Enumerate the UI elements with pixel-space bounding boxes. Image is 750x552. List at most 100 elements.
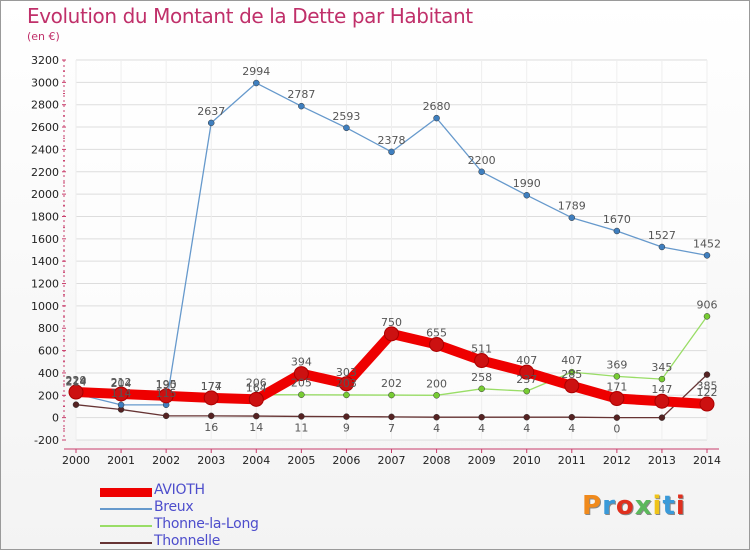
data-label-thonnelle: 4: [478, 422, 485, 435]
data-point-thonne-la-long: [658, 375, 666, 383]
x-tick-label: 2003: [197, 454, 225, 467]
data-label-thonne-la-long: 345: [651, 361, 672, 374]
x-tick-label: 2013: [648, 454, 676, 467]
data-point-avioth: [68, 384, 84, 400]
data-point-breux: [613, 227, 621, 235]
data-point-breux: [478, 168, 485, 176]
data-point-breux: [253, 79, 260, 87]
data-point-avioth: [248, 391, 264, 407]
data-label-avioth: 407: [516, 354, 537, 367]
y-tick-label: 2400: [31, 143, 59, 156]
data-label-thonne-la-long: 202: [381, 377, 402, 390]
legend-swatch: [100, 525, 152, 527]
chart-title: Evolution du Montant de la Dette par Hab…: [27, 4, 473, 28]
data-label-thonnelle: 385: [697, 380, 718, 393]
data-label-avioth: 750: [381, 316, 402, 329]
data-label-thonne-la-long: 237: [516, 373, 537, 386]
data-label-avioth: 229: [66, 374, 87, 387]
data-point-breux: [117, 401, 125, 409]
data-label-thonnelle: 11: [294, 421, 308, 434]
data-label-thonnelle: 4: [433, 422, 440, 435]
y-tick-label: 0: [52, 412, 59, 425]
data-label-thonne-la-long: 224: [66, 375, 87, 388]
data-point-thonne-la-long: [388, 391, 395, 399]
data-label-avioth: 303: [336, 366, 357, 379]
x-tick-label: 2014: [693, 454, 721, 467]
data-label-breux: 2200: [468, 154, 496, 167]
legend-label: Thonne-la-Long: [154, 516, 259, 532]
data-label-avioth: 147: [651, 383, 672, 396]
data-label-thonnelle: 4: [523, 422, 530, 435]
data-point-breux: [523, 191, 530, 199]
x-tick-label: 2012: [603, 454, 631, 467]
data-point-breux: [207, 119, 215, 127]
data-point-thonnelle: [72, 401, 80, 408]
data-label-thonnelle: 0: [613, 423, 620, 436]
data-point-thonnelle: [433, 413, 440, 421]
data-point-thonnelle: [658, 414, 666, 421]
data-point-thonnelle: [253, 412, 260, 420]
data-label-thonne-la-long: 204: [111, 377, 132, 390]
y-tick-label: 1200: [31, 278, 59, 291]
data-point-avioth: [519, 364, 535, 380]
data-point-thonne-la-long: [343, 391, 350, 399]
y-tick-label: 2200: [31, 166, 59, 179]
data-label-avioth: 122: [697, 386, 718, 399]
data-point-thonne-la-long: [478, 385, 485, 393]
data-point-thonnelle: [388, 413, 395, 421]
data-point-thonnelle: [613, 414, 621, 421]
y-tick-label: 1600: [31, 233, 59, 246]
x-tick-label: 2004: [242, 454, 270, 467]
y-tick-label: 2800: [31, 99, 59, 112]
data-point-avioth: [113, 386, 129, 402]
data-label-breux: 2378: [378, 134, 406, 147]
data-label-breux: 114: [111, 387, 132, 400]
data-point-avioth: [338, 376, 354, 392]
data-label-thonne-la-long: 369: [606, 358, 627, 371]
data-label-breux: 1527: [648, 229, 676, 242]
data-point-avioth: [429, 336, 445, 352]
y-tick-label: 200: [38, 389, 59, 402]
data-label-thonnelle: 9: [343, 422, 350, 435]
data-label-breux: 2994: [242, 65, 270, 78]
data-label-thonnelle: 4: [568, 422, 575, 435]
data-point-breux: [298, 102, 305, 110]
y-tick-label: 1000: [31, 300, 59, 313]
data-label-breux: 2787: [287, 88, 315, 101]
data-point-thonnelle: [703, 371, 711, 378]
y-tick-label: 600: [38, 345, 59, 358]
data-label-thonnelle: 16: [204, 421, 218, 434]
data-point-avioth: [384, 326, 399, 342]
data-label-avioth: 394: [291, 356, 312, 369]
data-point-avioth: [474, 353, 490, 369]
legend-swatch: [100, 542, 152, 544]
data-point-avioth: [293, 366, 309, 382]
y-tick-label: 400: [38, 367, 59, 380]
data-point-breux: [388, 148, 395, 156]
x-tick-label: 2001: [107, 454, 135, 467]
data-label-avioth: 177: [201, 380, 222, 393]
data-label-breux: 1990: [513, 177, 541, 190]
data-label-avioth: 285: [561, 368, 582, 381]
data-point-thonne-la-long: [298, 391, 305, 398]
data-label-breux: 1452: [693, 237, 721, 250]
y-tick-label: 2000: [31, 188, 59, 201]
data-label-thonne-la-long: 174: [201, 380, 222, 393]
chart-subtitle: (en €): [27, 30, 60, 43]
data-label-avioth: 655: [426, 326, 447, 339]
data-point-thonne-la-long: [523, 387, 530, 395]
data-point-avioth: [654, 393, 670, 409]
data-point-thonnelle: [568, 413, 576, 421]
data-label-breux: 1670: [603, 213, 631, 226]
y-tick-label: 800: [38, 322, 59, 335]
data-label-thonne-la-long: 190: [156, 378, 177, 391]
data-label-breux: 2680: [423, 100, 451, 113]
data-point-avioth: [609, 391, 625, 407]
data-label-avioth: 164: [246, 381, 267, 394]
data-label-breux: 2593: [332, 110, 360, 123]
data-label-thonne-la-long: 906: [697, 298, 718, 311]
legend-label: AVIOTH: [154, 482, 205, 498]
data-point-thonnelle: [343, 413, 350, 420]
x-tick-label: 2011: [558, 454, 586, 467]
